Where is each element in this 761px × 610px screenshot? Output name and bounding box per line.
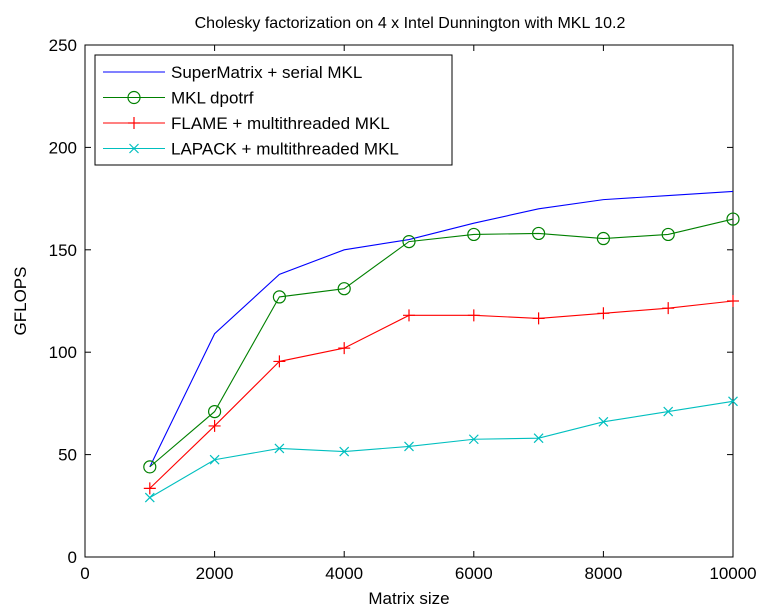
data-point [144, 492, 155, 503]
y-tick-label: 100 [49, 343, 77, 362]
y-axis-title: GFLOPS [11, 267, 30, 336]
legend-label: SuperMatrix + serial MKL [171, 63, 362, 82]
y-tick-label: 150 [49, 241, 77, 260]
data-point [272, 290, 286, 304]
x-tick-label: 2000 [196, 564, 234, 583]
x-tick-label: 8000 [584, 564, 622, 583]
legend-marker [127, 90, 141, 105]
data-point [402, 235, 416, 249]
series-line [149, 300, 734, 489]
data-point [468, 434, 479, 445]
data-point [598, 416, 609, 427]
data-point [273, 355, 286, 368]
x-tick-label: 10000 [709, 564, 756, 583]
series-line [149, 218, 734, 468]
data-point [661, 227, 675, 242]
y-tick-label: 50 [58, 446, 77, 465]
data-point [533, 433, 544, 444]
data-point [274, 443, 285, 454]
data-point [467, 227, 481, 242]
data-point [143, 460, 157, 474]
data-point [403, 309, 415, 322]
data-point [662, 302, 675, 315]
y-tick-label: 200 [49, 138, 77, 157]
data-point [726, 212, 740, 226]
series-2 [143, 212, 740, 474]
data-point [532, 312, 545, 325]
series-line [149, 400, 734, 499]
legend-marker [129, 143, 139, 154]
legend: SuperMatrix + serial MKL MKL dpotrf FLAME … [94, 54, 453, 166]
data-point [597, 307, 610, 320]
data-point [727, 295, 739, 307]
data-point [338, 342, 351, 355]
data-point [596, 231, 611, 246]
data-point [728, 396, 738, 407]
legend-marker [128, 117, 140, 129]
legend-item: LAPACK + multithreaded MKL [103, 140, 399, 159]
data-point [143, 482, 156, 495]
x-tick-label: 6000 [455, 564, 493, 583]
series-layer [143, 190, 740, 503]
data-point [337, 282, 351, 296]
data-point [404, 441, 414, 452]
legend-item: SuperMatrix + serial MKL [103, 63, 362, 82]
legend-label: FLAME + multithreaded MKL [171, 114, 390, 133]
data-point [663, 406, 674, 417]
y-tick-label: 0 [68, 548, 77, 567]
data-point [208, 419, 221, 432]
x-axis-title: Matrix size [368, 589, 449, 608]
legend-item: MKL dpotrf [103, 89, 254, 108]
data-point [208, 404, 222, 419]
y-tick-label: 250 [49, 36, 77, 55]
x-tick-label: 0 [80, 564, 89, 583]
data-point [467, 309, 480, 322]
legend-label: MKL dpotrf [171, 89, 254, 108]
series-line [149, 190, 734, 468]
data-point [531, 226, 546, 241]
legend-label: LAPACK + multithreaded MKL [171, 140, 399, 159]
legend-item: FLAME + multithreaded MKL [103, 114, 390, 133]
legend-box [94, 54, 453, 166]
series-1 [149, 190, 734, 468]
series-3 [143, 295, 739, 495]
series-4 [144, 396, 738, 503]
chart-title: Cholesky factorization on 4 x Intel Dunn… [195, 15, 626, 32]
x-tick-label: 4000 [325, 564, 363, 583]
data-point [209, 454, 220, 465]
data-point [339, 446, 350, 457]
